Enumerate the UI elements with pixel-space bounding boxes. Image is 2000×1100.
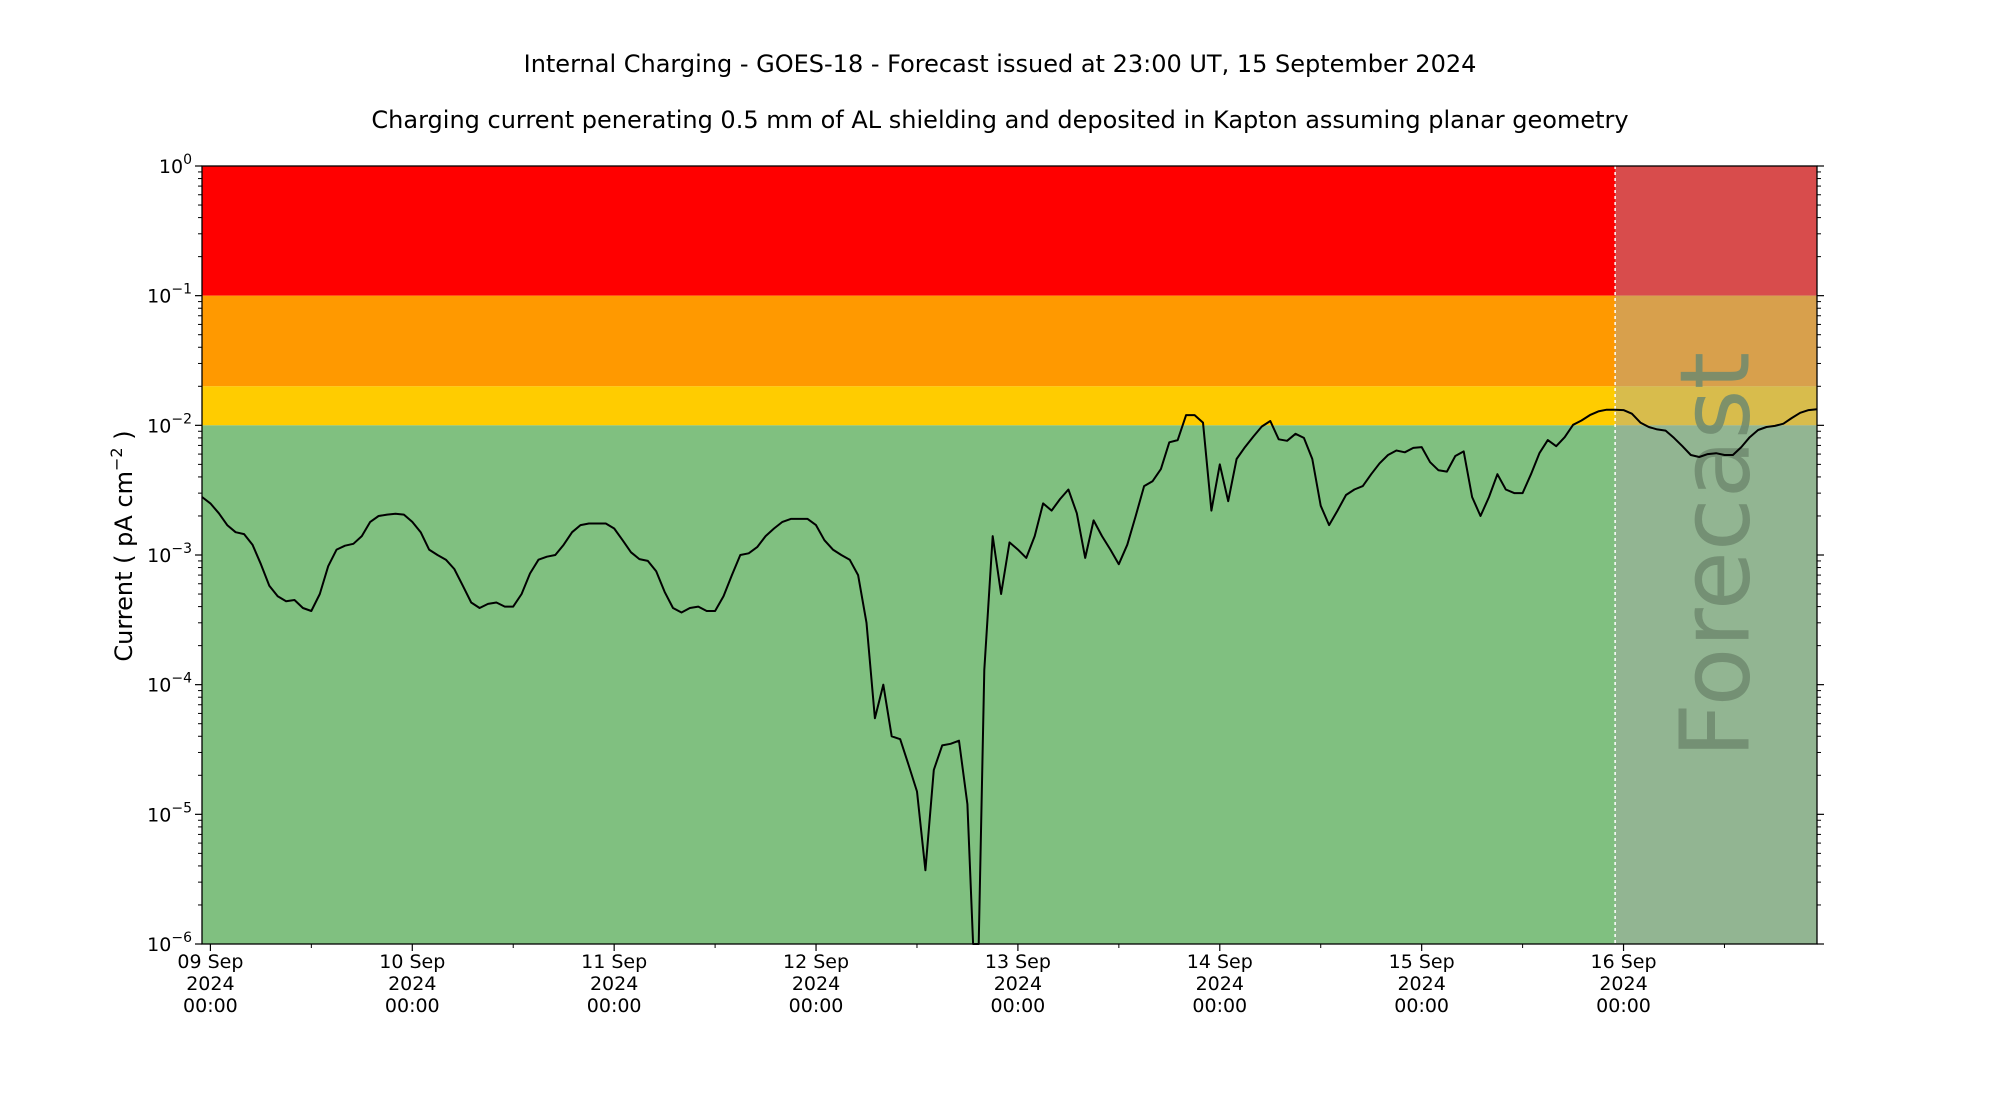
forecast-label: Forecast bbox=[1659, 352, 1771, 758]
x-tick-time: 00:00 bbox=[991, 995, 1046, 1017]
x-tick-time: 00:00 bbox=[183, 995, 238, 1017]
x-tick-day: 13 Sep bbox=[985, 951, 1051, 973]
forecast-region: Forecast bbox=[1614, 166, 1817, 944]
x-tick-day: 11 Sep bbox=[581, 951, 647, 973]
y-tick-exponent: 0 bbox=[183, 152, 192, 168]
y-tick-label: 100 bbox=[159, 152, 192, 178]
x-tick-time: 00:00 bbox=[587, 995, 642, 1017]
x-tick-time: 00:00 bbox=[1394, 995, 1449, 1017]
x-tick-year: 2024 bbox=[1196, 973, 1244, 995]
y-tick-base: 10 bbox=[147, 415, 171, 437]
x-tick-year: 2024 bbox=[590, 973, 638, 995]
threshold-band-3 bbox=[202, 425, 1817, 944]
y-tick-exponent: −2 bbox=[171, 411, 192, 427]
x-tick-time: 00:00 bbox=[789, 995, 844, 1017]
y-axis-label-exponent: −2 bbox=[107, 447, 126, 471]
y-tick-exponent: −4 bbox=[171, 671, 192, 687]
y-tick-label: 10−6 bbox=[147, 930, 192, 956]
y-axis-label: Current ( pA cm−2 ) bbox=[107, 430, 138, 661]
y-tick-label: 10−4 bbox=[147, 671, 192, 697]
x-tick-year: 2024 bbox=[1599, 973, 1647, 995]
y-tick-exponent: −6 bbox=[171, 930, 192, 946]
series-line-0 bbox=[201, 408, 1818, 945]
y-axis-label-main: Current ( pA cm bbox=[110, 471, 138, 662]
forecast-overlay bbox=[1615, 166, 1817, 944]
y-tick-exponent: −1 bbox=[171, 282, 192, 298]
x-tick-year: 2024 bbox=[388, 973, 436, 995]
y-tick-label: 10−1 bbox=[147, 282, 192, 308]
x-tick-time: 00:00 bbox=[1596, 995, 1651, 1017]
chart-title: Internal Charging - GOES-18 - Forecast i… bbox=[524, 50, 1477, 78]
y-tick-base: 10 bbox=[147, 286, 171, 308]
x-tick-day: 12 Sep bbox=[783, 951, 849, 973]
threshold-bands bbox=[202, 166, 1817, 944]
x-tick-year: 2024 bbox=[994, 973, 1042, 995]
x-tick-time: 00:00 bbox=[385, 995, 440, 1017]
data-series bbox=[201, 408, 1818, 945]
x-tick-year: 2024 bbox=[1397, 973, 1445, 995]
x-tick-year: 2024 bbox=[792, 973, 840, 995]
y-tick-label: 10−5 bbox=[147, 800, 192, 826]
y-tick-base: 10 bbox=[147, 934, 171, 956]
x-tick-day: 14 Sep bbox=[1187, 951, 1253, 973]
threshold-band-2 bbox=[202, 386, 1817, 426]
x-tick-time: 00:00 bbox=[1192, 995, 1247, 1017]
y-tick-base: 10 bbox=[147, 675, 171, 697]
y-tick-label: 10−2 bbox=[147, 411, 192, 437]
y-tick-exponent: −5 bbox=[171, 800, 192, 816]
x-tick-day: 10 Sep bbox=[379, 951, 445, 973]
y-tick-base: 10 bbox=[159, 156, 183, 178]
x-tick-year: 2024 bbox=[186, 973, 234, 995]
x-tick-day: 09 Sep bbox=[177, 951, 243, 973]
chart-subtitle: Charging current penerating 0.5 mm of AL… bbox=[371, 106, 1628, 134]
y-tick-label: 10−3 bbox=[147, 541, 192, 567]
y-tick-exponent: −3 bbox=[171, 541, 192, 557]
threshold-band-1 bbox=[202, 295, 1817, 387]
x-tick-day: 15 Sep bbox=[1389, 951, 1455, 973]
y-tick-base: 10 bbox=[147, 804, 171, 826]
y-axis-label-close: ) bbox=[110, 430, 138, 447]
y-tick-base: 10 bbox=[147, 545, 171, 567]
x-tick-day: 16 Sep bbox=[1591, 951, 1657, 973]
threshold-band-0 bbox=[202, 166, 1817, 296]
